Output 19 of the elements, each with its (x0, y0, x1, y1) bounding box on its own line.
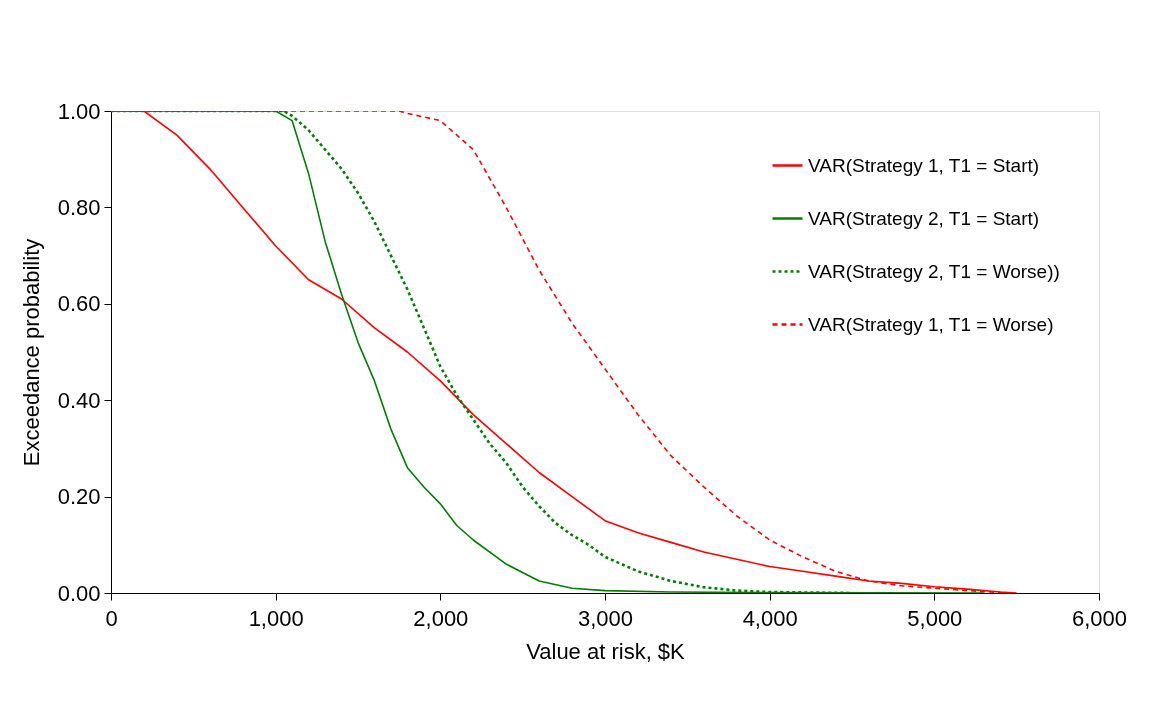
legend-label: VAR(Strategy 2, T1 = Worse)) (808, 260, 1060, 282)
x-tick-label: 3,000 (577, 605, 634, 631)
y-tick-label: 0.80 (57, 194, 101, 220)
y-tick-label: 0.60 (57, 291, 101, 317)
x-tick-label: 1,000 (248, 605, 304, 631)
legend-label: VAR(Strategy 2, T1 = Start) (808, 207, 1040, 229)
x-tick-label: 5,000 (907, 605, 963, 631)
x-axis-title: Value at risk, $K (526, 638, 686, 664)
x-tick-label: 2,000 (413, 605, 469, 631)
x-tick-label: 6,000 (1071, 605, 1128, 631)
x-tick-label: 0 (105, 605, 118, 631)
legend-label: VAR(Strategy 1, T1 = Worse) (808, 313, 1054, 335)
y-tick-label: 0.40 (57, 387, 101, 413)
legend-label: VAR(Strategy 1, T1 = Start) (808, 154, 1040, 176)
y-tick-label: 1.00 (57, 98, 101, 124)
y-axis-title: Exceedance probability (18, 238, 44, 467)
y-tick-label: 0.00 (57, 580, 101, 606)
y-tick-label: 0.20 (57, 484, 101, 510)
x-tick-label: 4,000 (742, 605, 798, 631)
